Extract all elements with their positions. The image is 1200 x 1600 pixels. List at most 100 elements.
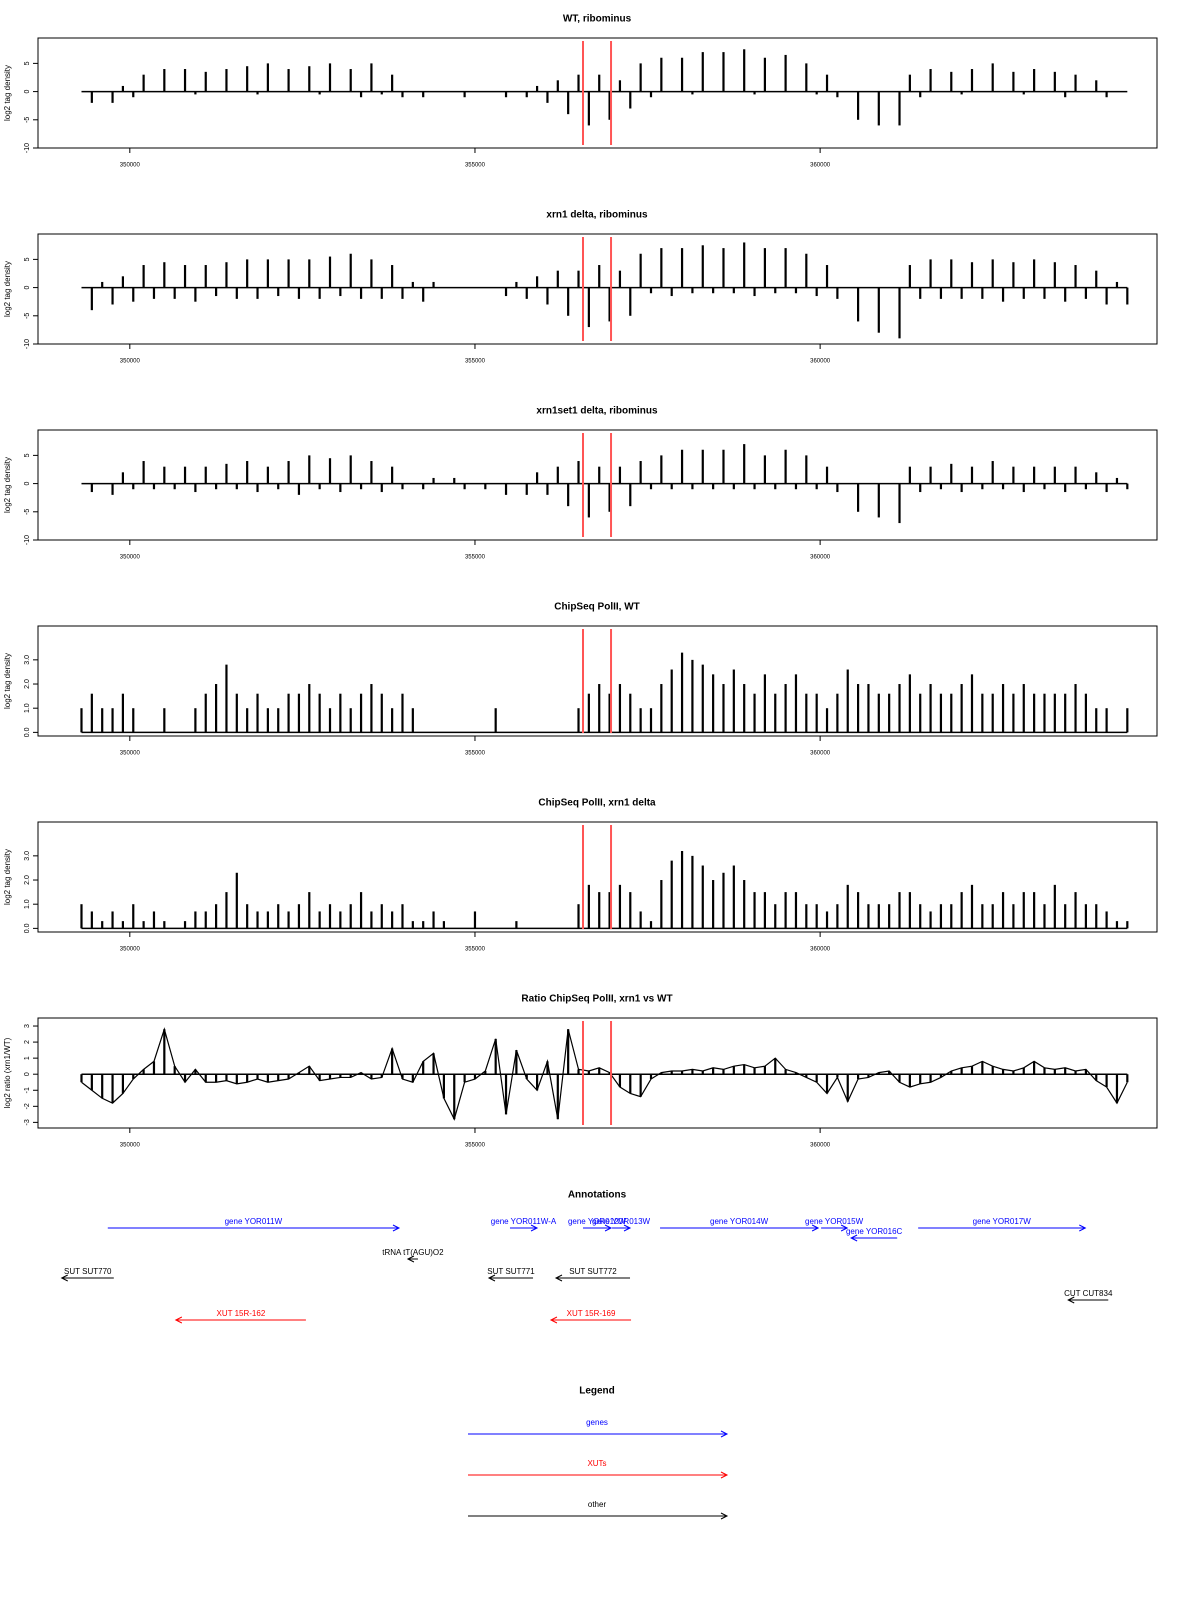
feature-label: gene YOR013W [592,1217,651,1226]
feature-arrow-head [549,1316,558,1324]
feature-label: SUT SUT770 [64,1267,112,1276]
feature-arrow-head [392,1224,401,1232]
y-tick-label: 0 [24,90,31,94]
x-tick-label: 355000 [465,751,486,757]
x-tick-label: 360000 [810,163,831,169]
y-tick-label: -5 [24,509,31,515]
feature-label: SUT SUT771 [487,1267,535,1276]
feature-label: XUT 15R-162 [217,1309,266,1318]
y-tick-label: 0 [24,286,31,290]
feature-label: gene YOR011W-A [491,1217,557,1226]
plot-frame [37,233,1158,345]
y-axis-label: log2 tag density [3,261,12,317]
x-tick-label: 350000 [120,359,141,365]
feature-arrow-head [554,1274,563,1282]
y-tick-label: 1 [24,1056,31,1060]
legend-label: XUTs [587,1459,606,1468]
feature-label: gene YOR015W [805,1217,864,1226]
plot-frame [37,821,1158,933]
panel-title: xrn1set1 delta, ribominus [536,406,658,417]
feature-label: XUT 15R-169 [567,1309,616,1318]
y-tick-label: -3 [24,1119,31,1125]
x-tick-label: 350000 [120,947,141,953]
feature-arrow-head [604,1224,613,1232]
x-tick-label: 360000 [810,947,831,953]
feature-arrow-head [530,1224,539,1232]
feature-label: CUT CUT834 [1064,1289,1113,1298]
y-axis-label: log2 tag density [3,849,12,905]
legend-arrow-head [720,1430,729,1438]
panel-title: ChipSeq PolII, xrn1 delta [538,798,656,809]
feature-arrow-head [811,1224,820,1232]
feature-arrow-head [850,1234,858,1242]
y-tick-label: 1.0 [24,703,31,713]
y-tick-label: -2 [24,1103,31,1109]
y-tick-label: 0.0 [24,923,31,933]
y-tick-label: -5 [24,117,31,123]
feature-arrow-head [60,1274,68,1282]
x-tick-label: 355000 [465,359,486,365]
feature-arrow-head [623,1224,632,1232]
y-tick-label: 1.0 [24,899,31,909]
legend-label: genes [586,1418,608,1427]
y-tick-label: -10 [24,535,31,545]
feature-label: gene YOR017W [973,1217,1032,1226]
y-tick-label: 3.0 [24,655,31,665]
x-tick-label: 360000 [810,555,831,561]
y-tick-label: 3 [24,1024,31,1028]
legend-title: Legend [579,1386,615,1397]
y-tick-label: 0 [24,482,31,486]
feature-label: gene YOR016C [846,1227,903,1236]
y-tick-label: 5 [24,453,31,457]
feature-arrow-head [487,1274,496,1282]
feature-arrow-head [840,1224,849,1232]
x-tick-label: 350000 [120,751,141,757]
panel-title: Ratio ChipSeq PolII, xrn1 vs WT [521,994,672,1005]
y-tick-label: 2.0 [24,679,31,689]
panel-title: ChipSeq PolII, WT [554,602,640,613]
feature-label: gene YOR011W [225,1217,283,1226]
y-tick-label: 0.0 [24,727,31,737]
plot-frame [37,37,1158,149]
ratio-line [81,1027,1128,1121]
y-tick-label: 0 [24,1072,31,1076]
y-tick-label: 2 [24,1040,31,1044]
feature-label: gene YOR012W [568,1217,627,1226]
y-axis-label: log2 tag density [3,65,12,121]
feature-arrow-head [406,1255,415,1263]
plot-frame [37,429,1158,541]
panel-title: xrn1 delta, ribominus [546,210,648,221]
y-tick-label: 2.0 [24,875,31,885]
x-tick-label: 355000 [465,947,486,953]
y-axis-label: log2 tag density [3,457,12,513]
annotations-title: Annotations [568,1190,627,1201]
x-tick-label: 355000 [465,163,486,169]
x-tick-label: 350000 [120,1143,141,1149]
x-tick-label: 350000 [120,555,141,561]
feature-label: tRNA tT(AGU)O2 [382,1248,444,1257]
y-tick-label: -1 [24,1087,31,1093]
feature-label: SUT SUT772 [569,1267,617,1276]
x-tick-label: 360000 [810,751,831,757]
feature-arrow-head [174,1316,183,1324]
feature-arrow-head [1067,1296,1075,1304]
x-tick-label: 360000 [810,359,831,365]
legend-label: other [588,1500,607,1509]
y-axis-label: log2 ratio (xrn1/WT) [3,1037,12,1108]
plot-frame [37,625,1158,737]
legend-arrow-head [720,1512,729,1520]
y-tick-label: -5 [24,313,31,319]
y-tick-label: -10 [24,143,31,153]
legend-arrow-head [720,1471,729,1479]
x-tick-label: 355000 [465,555,486,561]
feature-label: gene YOR014W [710,1217,769,1226]
x-tick-label: 355000 [465,1143,486,1149]
x-tick-label: 360000 [810,1143,831,1149]
feature-arrow-head [1079,1224,1087,1232]
y-tick-label: -10 [24,339,31,349]
y-axis-label: log2 tag density [3,653,12,709]
y-tick-label: 5 [24,61,31,65]
x-tick-label: 350000 [120,163,141,169]
